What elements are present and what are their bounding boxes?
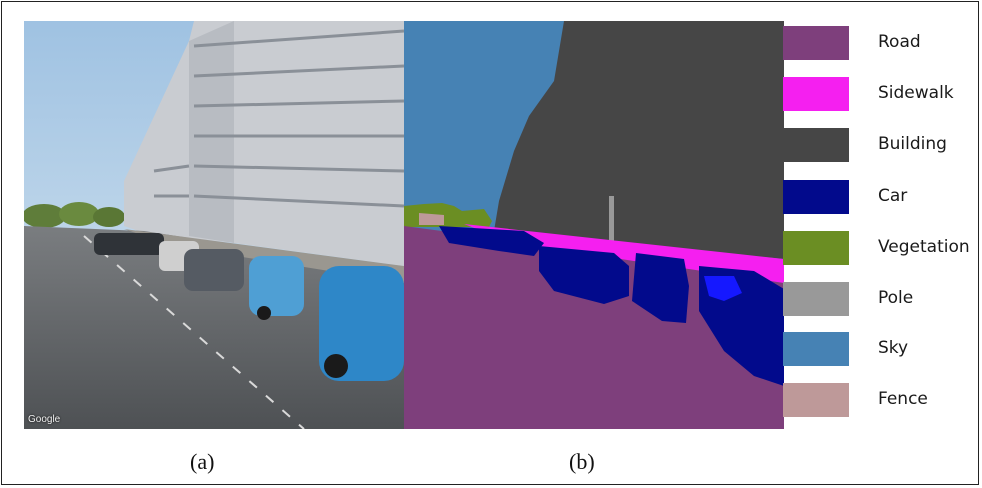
legend-item-fence: Fence <box>783 383 982 417</box>
legend-item-road: Road <box>783 26 982 60</box>
legend-item-car: Car <box>783 180 982 214</box>
legend-item-sky: Sky <box>783 332 982 366</box>
legend-label-vegetation: Vegetation <box>878 237 970 257</box>
legend-swatch-vegetation <box>783 231 849 265</box>
caption-b: (b) <box>569 449 595 474</box>
legend-label-sidewalk: Sidewalk <box>878 83 954 103</box>
legend-label-sky: Sky <box>878 338 909 358</box>
legend-swatch-building <box>783 128 849 162</box>
legend-label-road: Road <box>878 32 921 52</box>
legend-label-building: Building <box>878 134 947 154</box>
legend-swatch-car <box>783 180 849 214</box>
legend-swatch-sidewalk <box>783 77 849 111</box>
legend-item-pole: Pole <box>783 282 982 316</box>
street-photo: Google <box>24 21 404 429</box>
google-watermark: Google <box>28 414 61 425</box>
legend-swatch-fence <box>783 383 849 417</box>
legend-item-sidewalk: Sidewalk <box>783 77 982 111</box>
legend-label-pole: Pole <box>878 288 914 308</box>
legend-label-car: Car <box>878 186 908 206</box>
caption-a: (a) <box>190 449 215 474</box>
legend-label-fence: Fence <box>878 389 928 409</box>
segmentation-map <box>404 21 784 429</box>
legend-swatch-sky <box>783 332 849 366</box>
legend-item-building: Building <box>783 128 982 162</box>
legend-swatch-pole <box>783 282 849 316</box>
legend-item-vegetation: Vegetation <box>783 231 982 265</box>
legend-swatch-road <box>783 26 849 60</box>
